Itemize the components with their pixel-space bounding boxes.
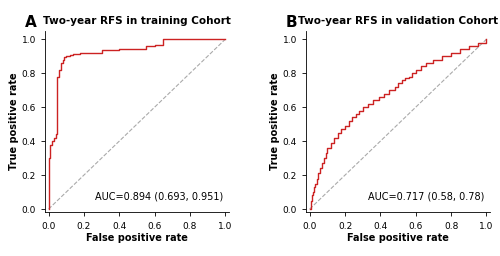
Title: Two-year RFS in training Cohort: Two-year RFS in training Cohort [43, 16, 231, 26]
Text: AUC=0.717 (0.58, 0.78): AUC=0.717 (0.58, 0.78) [368, 191, 484, 201]
Text: AUC=0.894 (0.693, 0.951): AUC=0.894 (0.693, 0.951) [95, 191, 224, 201]
Y-axis label: True positive rate: True positive rate [270, 73, 280, 170]
Title: Two-year RFS in validation Cohort: Two-year RFS in validation Cohort [298, 16, 498, 26]
Text: A: A [25, 15, 37, 30]
Y-axis label: True positive rate: True positive rate [9, 73, 19, 170]
X-axis label: False positive rate: False positive rate [347, 233, 449, 243]
X-axis label: False positive rate: False positive rate [86, 233, 188, 243]
Text: B: B [286, 15, 298, 30]
